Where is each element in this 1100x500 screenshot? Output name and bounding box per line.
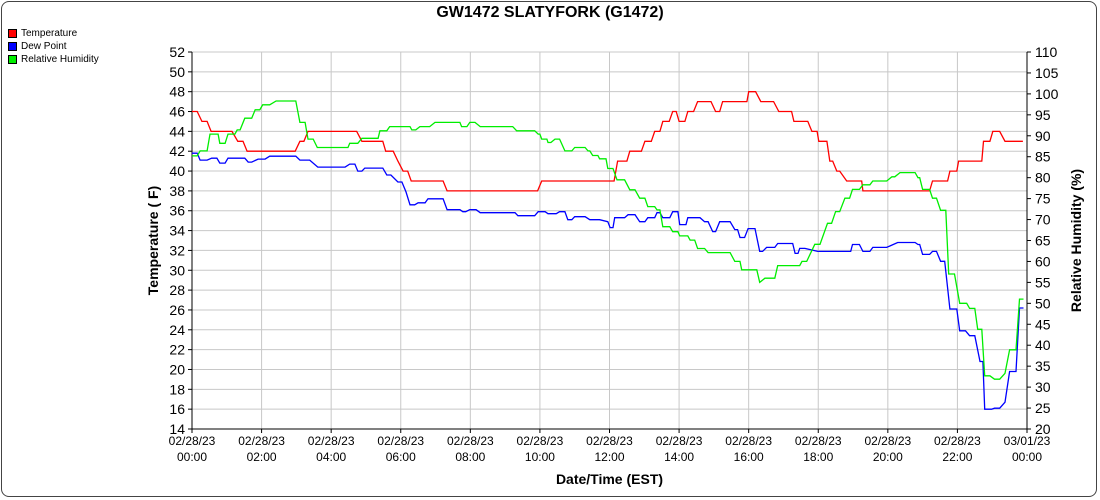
y2-tick-label: 105	[1035, 65, 1059, 81]
y-tick-label: 50	[169, 64, 185, 80]
legend-item-dew-point: Dew Point	[8, 40, 99, 53]
series-line-temperature	[192, 91, 1023, 192]
x-tick-label-date: 02/28/23	[517, 434, 564, 448]
x-axis-label: Date/Time (EST)	[556, 471, 663, 487]
y-tick-label: 30	[169, 262, 185, 278]
x-tick-label-time: 14:00	[664, 450, 694, 464]
x-tick-label-time: 10:00	[525, 450, 555, 464]
legend-swatch-relative-humidity	[8, 55, 17, 64]
y2-tick-label: 25	[1035, 400, 1051, 416]
legend-label-temperature: Temperature	[21, 28, 78, 39]
x-tick-label-time: 18:00	[803, 450, 833, 464]
y2-tick-label: 80	[1035, 170, 1051, 186]
y2-tick-label: 110	[1035, 44, 1058, 60]
x-tick-label-date: 02/28/23	[308, 434, 355, 448]
y2-tick-label: 95	[1035, 107, 1051, 123]
y-tick-label: 32	[169, 242, 185, 258]
y-tick-label: 52	[169, 44, 185, 60]
y-tick-label: 28	[169, 282, 185, 298]
legend-label-dew-point: Dew Point	[21, 41, 67, 52]
y-tick-label: 16	[169, 401, 185, 417]
x-tick-label-time: 02:00	[247, 450, 277, 464]
x-tick-label-date: 02/28/23	[169, 434, 216, 448]
x-tick-label-date: 02/28/23	[238, 434, 285, 448]
y-tick-label: 36	[169, 203, 185, 219]
y2-tick-label: 75	[1035, 191, 1051, 207]
chart-title: GW1472 SLATYFORK (G1472)	[436, 4, 664, 21]
y2-tick-label: 85	[1035, 149, 1051, 165]
y-tick-label: 14	[169, 421, 185, 437]
legend-label-relative-humidity: Relative Humidity	[21, 54, 99, 65]
y2-tick-label: 65	[1035, 233, 1051, 249]
x-tick-label-time: 04:00	[316, 450, 346, 464]
y2-tick-label: 45	[1035, 316, 1051, 332]
y-tick-label: 40	[169, 163, 185, 179]
y-tick-label: 34	[169, 223, 185, 239]
y2-tick-label: 60	[1035, 253, 1051, 269]
y-tick-label: 42	[169, 143, 185, 159]
x-tick-label-date: 02/28/23	[725, 434, 772, 448]
x-tick-label-date: 03/01/23	[1004, 434, 1051, 448]
y2-tick-label: 55	[1035, 274, 1051, 290]
x-tick-label-time: 22:00	[942, 450, 972, 464]
legend-swatch-temperature	[8, 29, 17, 38]
y2-tick-label: 100	[1035, 86, 1059, 102]
legend-item-temperature: Temperature	[8, 27, 99, 40]
x-tick-label-time: 20:00	[873, 450, 903, 464]
x-tick-label-date: 02/28/23	[795, 434, 842, 448]
x-tick-label-time: 00:00	[177, 450, 207, 464]
x-tick-label-date: 02/28/23	[656, 434, 703, 448]
y-tick-label: 18	[169, 381, 185, 397]
y2-axis-label: Relative Humidity (%)	[1068, 169, 1084, 312]
y2-tick-label: 90	[1035, 128, 1051, 144]
y-tick-label: 38	[169, 183, 185, 199]
y-tick-label: 46	[169, 104, 185, 120]
x-tick-label-date: 02/28/23	[377, 434, 424, 448]
y-tick-label: 26	[169, 302, 185, 318]
x-tick-label-date: 02/28/23	[447, 434, 494, 448]
series-line-dew-point	[192, 152, 1024, 410]
legend: Temperature Dew Point Relative Humidity	[8, 27, 99, 66]
x-tick-label-time: 16:00	[734, 450, 764, 464]
x-tick-label-time: 06:00	[386, 450, 416, 464]
legend-swatch-dew-point	[8, 42, 17, 51]
x-tick-label-time: 00:00	[1012, 450, 1042, 464]
y-axis-label: Temperature ( F)	[145, 186, 161, 295]
y2-tick-label: 20	[1035, 421, 1051, 437]
legend-item-relative-humidity: Relative Humidity	[8, 53, 99, 66]
y2-tick-label: 70	[1035, 212, 1051, 228]
x-tick-label-date: 02/28/23	[934, 434, 981, 448]
y2-tick-label: 40	[1035, 337, 1051, 353]
y-tick-label: 24	[169, 322, 185, 338]
x-tick-label-date: 02/28/23	[864, 434, 911, 448]
y-tick-label: 22	[169, 342, 185, 358]
y2-tick-label: 30	[1035, 379, 1051, 395]
y2-tick-label: 50	[1035, 295, 1051, 311]
series-line-relative-humidity	[192, 100, 1024, 380]
y-tick-label: 48	[169, 84, 185, 100]
y-tick-label: 44	[169, 123, 185, 139]
y2-tick-label: 35	[1035, 358, 1051, 374]
y-tick-label: 20	[169, 361, 185, 377]
x-tick-label-date: 02/28/23	[586, 434, 633, 448]
x-tick-label-time: 08:00	[455, 450, 485, 464]
x-tick-label-time: 12:00	[594, 450, 624, 464]
